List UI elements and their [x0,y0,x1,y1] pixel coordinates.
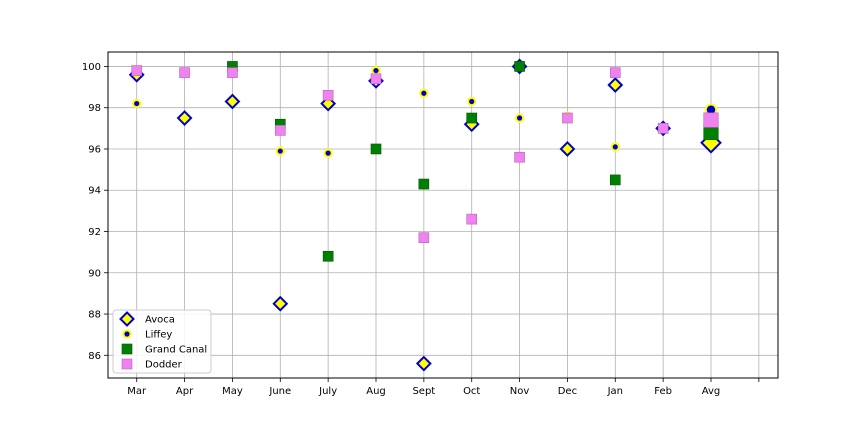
legend-box [112,309,212,374]
x-tick-label: Jan [607,386,623,397]
legend-label-grand-canal: Grand Canal [145,345,207,356]
avoca-point [224,93,241,110]
avoca-point [559,141,576,157]
x-tick-label: May [222,386,243,397]
legend-label-dodder: Dodder [145,360,183,371]
avoca-point [607,77,624,93]
grand-canal-point [322,250,334,262]
liffey-point [275,146,285,156]
x-tick-label: Nov [510,386,530,397]
dodder-point [370,73,382,85]
grand-canal-point [514,61,525,72]
legend-marker-liffey [122,329,132,339]
y-axis: 86 88 90 92 94 96 98 100 [82,62,108,362]
y-tick-label: 94 [88,186,101,197]
x-tick-label: Apr [176,386,194,397]
liffey-point [419,88,429,98]
legend: Avoca Liffey Grand Canal Dodder [112,309,212,374]
y-tick-label: 100 [82,62,101,73]
legend-marker-grand-canal [121,343,133,355]
legend-marker-avoca [119,311,135,327]
x-tick-label: Aug [366,386,386,397]
legend-label-liffey: Liffey [145,330,172,341]
x-tick-label: Oct [463,386,480,397]
liffey-point [467,96,477,107]
liffey-point [514,113,525,123]
y-tick-label: 96 [88,144,101,155]
grand-canal-point [609,174,621,186]
x-tick-label: Feb [654,386,672,397]
grand-canal-point [370,143,382,155]
liffey-point [323,148,333,158]
liffey-point [610,142,620,152]
dodder-point [274,125,286,136]
y-tick-label: 86 [88,351,101,362]
liffey-point [371,65,381,76]
plot-frame [107,51,779,379]
data-points [128,58,722,372]
legend-marker-dodder [121,358,133,370]
dodder-point [418,232,430,243]
grid-lines [108,52,778,378]
x-axis: Mar Apr May June July Aug Sept Oct Nov Dec Jan Feb A… [127,378,760,397]
avoca-point [176,110,193,126]
dodder-point [657,123,669,134]
liffey-point [132,98,142,109]
dodder-point [703,112,719,128]
dodder-point [466,213,478,225]
avoca-point [415,355,432,372]
x-tick-label: Dec [558,386,577,397]
dodder-point [609,67,621,78]
y-tick-label: 88 [88,310,101,321]
x-tick-label: July [318,386,337,397]
grand-canal-point [418,178,430,190]
x-tick-label: Avg [702,386,721,397]
dodder-point [179,67,190,78]
y-tick-label: 98 [88,103,101,114]
dodder-point [514,151,525,163]
x-tick-label: Mar [127,386,147,397]
y-tick-label: 92 [88,227,101,238]
dodder-point [131,65,143,76]
x-tick-label: Sept [412,386,435,397]
avoca-point [272,295,289,312]
y-tick-label: 90 [88,268,101,279]
dodder-point [322,90,334,101]
dodder-point [562,112,573,124]
grand-canal-point [466,112,478,124]
dodder-point [227,67,238,78]
legend-label-avoca: Avoca [145,315,175,326]
x-tick-label: June [268,386,291,397]
